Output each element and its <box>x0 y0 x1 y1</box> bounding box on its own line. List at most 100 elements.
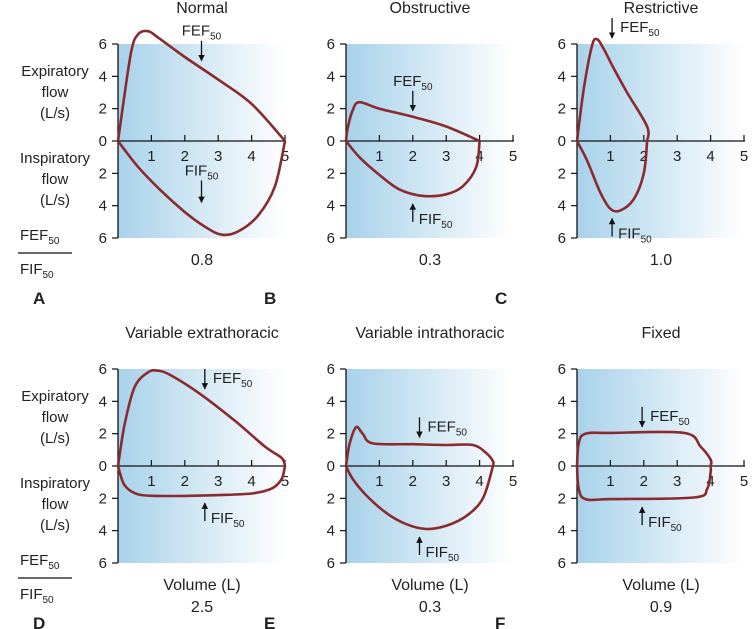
expiratory-label-line1: Expiratory <box>21 63 89 80</box>
x-tick-label: 4 <box>475 473 483 490</box>
y-tick-label: 4 <box>99 198 107 215</box>
expiratory-curve <box>344 425 495 467</box>
panel-letter: E <box>264 614 275 629</box>
panel-title: Normal <box>176 0 228 17</box>
y-tick-label: 2 <box>327 490 335 507</box>
x-tick-label: 1 <box>606 148 614 165</box>
x-tick-label: 1 <box>375 148 383 165</box>
x-tick-label: 4 <box>706 148 714 165</box>
y-tick-label: 2 <box>558 490 566 507</box>
x-tick-label: 5 <box>740 473 748 490</box>
y-tick-label: 0 <box>99 133 107 150</box>
x-tick-label: 1 <box>147 148 155 165</box>
x-tick-label: 2 <box>409 473 417 490</box>
y-tick-label: 6 <box>99 361 107 378</box>
y-tick-label: 0 <box>558 133 566 150</box>
y-tick-label: 0 <box>558 458 566 475</box>
fif50-label: FIF50 <box>618 225 652 245</box>
y-tick-label: 2 <box>558 426 566 443</box>
expiratory-label-line3: (L/s) <box>40 430 70 447</box>
x-tick-label: 2 <box>181 148 189 165</box>
y-tick-label: 4 <box>558 523 566 540</box>
y-tick-label: 2 <box>327 426 335 443</box>
x-tick-label: 1 <box>375 473 383 490</box>
panel-title: Obstructive <box>390 0 471 17</box>
y-tick-label: 4 <box>99 68 107 85</box>
panel-title: Variable extrathoracic <box>125 325 279 342</box>
y-tick-label: 6 <box>558 361 566 378</box>
y-tick-label: 6 <box>327 361 335 378</box>
ratio-value: 0.9 <box>650 599 672 616</box>
fif50-label: FIF50 <box>419 211 453 231</box>
expiratory-curve <box>116 368 287 467</box>
y-tick-label: 0 <box>327 133 335 150</box>
y-tick-label: 6 <box>558 555 566 572</box>
y-tick-label: 2 <box>558 101 566 118</box>
panel-letter: C <box>495 289 507 308</box>
ratio-value: 1.0 <box>650 252 672 269</box>
panel-letter: B <box>264 289 276 308</box>
x-tick-label: 2 <box>409 148 417 165</box>
x-tick-label: 2 <box>181 473 189 490</box>
panel-e: Variable intrathoracic 6 4 2 0 2 4 6 1 2 3 4 5 FEF50 F… <box>264 325 517 629</box>
fef50-label: FEF50 <box>427 418 467 438</box>
y-tick-label: 6 <box>99 555 107 572</box>
y-tick-label: 2 <box>99 426 107 443</box>
panel-letter: A <box>33 289 45 308</box>
panel-c: Restrictive 6 4 2 0 2 4 6 1 2 3 4 5 FEF50 FIF50 1.0 C <box>495 0 748 308</box>
x-tick-label: 5 <box>281 148 289 165</box>
fif50-label: FIF50 <box>211 510 245 530</box>
x-tick-label: 2 <box>640 148 648 165</box>
expiratory-curve <box>116 29 286 142</box>
row2-left-labels: Expiratory flow (L/s) Inspiratory flow (… <box>18 388 91 606</box>
y-tick-label: 4 <box>558 68 566 85</box>
inspiratory-curve <box>575 465 713 502</box>
y-tick-label: 2 <box>99 490 107 507</box>
inspiratory-curve <box>116 465 287 498</box>
inspiratory-label-line2: flow <box>42 171 69 188</box>
inspiratory-label-line1: Inspiratory <box>20 150 91 167</box>
inspiratory-label-line3: (L/s) <box>40 192 70 209</box>
expiratory-label-line1: Expiratory <box>21 388 89 405</box>
panel-d: Variable extrathoracic 6 4 2 0 2 4 6 1 2 3 4 5 FEF50 F… <box>33 325 289 629</box>
ratio-value: 0.3 <box>419 599 441 616</box>
expiratory-curve <box>344 100 481 143</box>
ratio-value: 0.8 <box>191 252 213 269</box>
fif50-label: FIF50 <box>425 544 459 564</box>
y-tick-label: 4 <box>99 393 107 410</box>
x-tick-label: 3 <box>673 148 681 165</box>
x-tick-label: 5 <box>281 473 289 490</box>
inspiratory-label-line3: (L/s) <box>40 517 70 534</box>
x-tick-label: 1 <box>606 473 614 490</box>
y-tick-label: 4 <box>558 198 566 215</box>
y-tick-label: 6 <box>327 230 335 247</box>
x-tick-label: 2 <box>640 473 648 490</box>
y-tick-label: 4 <box>558 393 566 410</box>
expiratory-label-line3: (L/s) <box>40 105 70 122</box>
x-axis-label: Volume (L) <box>391 577 468 594</box>
x-tick-label: 3 <box>442 473 450 490</box>
expiratory-label-line2: flow <box>42 84 69 101</box>
expiratory-curve <box>575 430 713 467</box>
panel-letter: F <box>495 614 505 629</box>
x-tick-label: 4 <box>247 148 255 165</box>
y-tick-label: 4 <box>327 198 335 215</box>
y-tick-label: 4 <box>99 523 107 540</box>
fef50-label: FEF50 <box>213 370 253 390</box>
x-tick-label: 5 <box>509 473 517 490</box>
ratio-value: 2.5 <box>191 599 213 616</box>
panel-title: Restrictive <box>624 0 699 17</box>
inspiratory-label-line2: flow <box>42 496 69 513</box>
fef50-label: FEF50 <box>182 23 222 43</box>
panel-a: Normal 6 4 2 0 2 4 6 1 2 3 4 5 FEF50 FIF50 0.8 A <box>33 0 289 308</box>
y-tick-label: 0 <box>327 458 335 475</box>
y-tick-label: 6 <box>327 36 335 53</box>
x-tick-label: 3 <box>442 148 450 165</box>
y-tick-label: 2 <box>99 165 107 182</box>
fif50-label: FIF50 <box>648 514 682 534</box>
x-tick-label: 5 <box>740 148 748 165</box>
inspiratory-curve <box>575 140 649 213</box>
fef50-label: FEF50 <box>393 73 433 93</box>
